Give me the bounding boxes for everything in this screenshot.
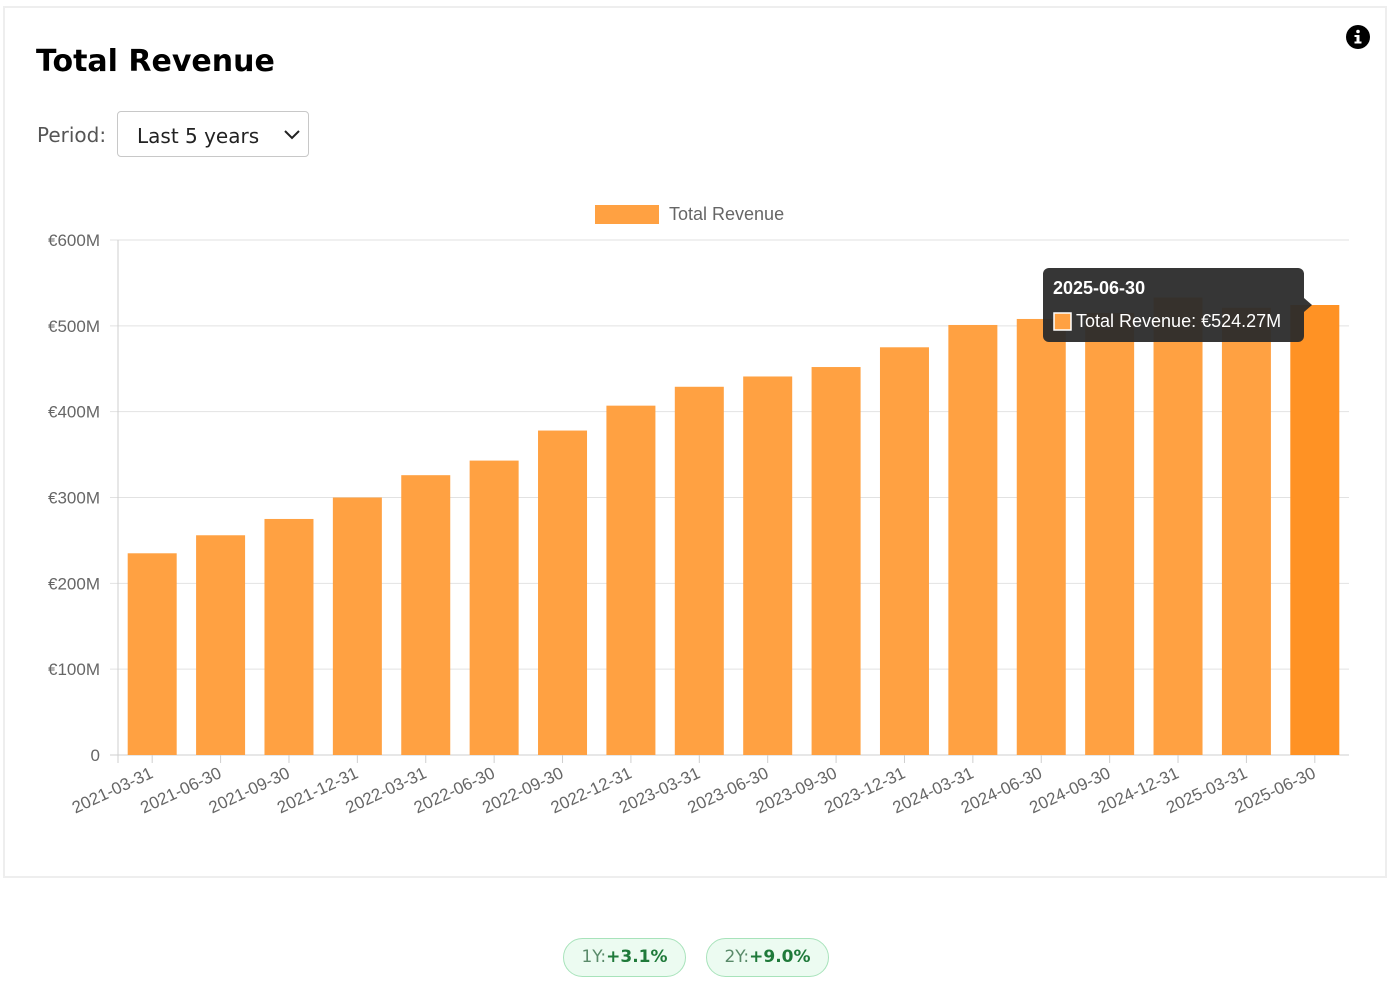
bar <box>674 386 724 755</box>
tooltip-title: 2025-06-30 <box>1053 278 1145 298</box>
bar <box>1016 318 1066 755</box>
legend-swatch <box>595 205 659 224</box>
badge-2y-label: 2Y: <box>724 947 750 967</box>
y-tick-label: €400M <box>48 403 100 422</box>
bar <box>743 376 793 755</box>
bar <box>606 405 656 755</box>
bar <box>1221 307 1271 755</box>
bar <box>811 367 861 755</box>
badge-1y: 1Y:+3.1% <box>563 938 686 977</box>
period-select[interactable]: Last 5 years <box>117 111 309 157</box>
bar <box>948 324 998 755</box>
tooltip-swatch <box>1053 312 1072 331</box>
page-title: Total Revenue <box>36 44 275 79</box>
bar <box>879 347 929 755</box>
bar <box>1290 305 1340 755</box>
y-tick-label: €100M <box>48 660 100 679</box>
badge-2y: 2Y:+9.0% <box>706 938 829 977</box>
bar <box>538 430 588 755</box>
tooltip-value: Total Revenue: €524.27M <box>1076 311 1281 331</box>
bar <box>469 460 519 755</box>
badge-2y-value: +9.0% <box>749 947 811 967</box>
y-tick-label: €500M <box>48 317 100 336</box>
y-tick-label: 0 <box>91 746 100 765</box>
chevron-down-icon <box>284 130 300 140</box>
revenue-bar-chart: 0€100M€200M€300M€400M€500M€600M2021-03-3… <box>48 204 1349 817</box>
info-icon[interactable] <box>1346 25 1370 49</box>
bar <box>1153 297 1203 755</box>
tooltip-box <box>1043 268 1304 342</box>
y-tick-label: €200M <box>48 574 100 593</box>
bar <box>332 497 382 755</box>
y-tick-label: €600M <box>48 231 100 250</box>
badge-1y-label: 1Y: <box>581 947 607 967</box>
bar <box>196 535 246 755</box>
bar <box>127 553 177 755</box>
period-selected-value: Last 5 years <box>137 124 260 148</box>
badge-1y-value: +3.1% <box>606 947 668 967</box>
bar <box>264 518 314 755</box>
bar <box>401 475 451 755</box>
legend-label: Total Revenue <box>669 204 784 224</box>
period-label: Period: <box>37 123 107 147</box>
y-tick-label: €300M <box>48 489 100 508</box>
tooltip-caret <box>1304 298 1312 312</box>
bar <box>1085 312 1135 755</box>
